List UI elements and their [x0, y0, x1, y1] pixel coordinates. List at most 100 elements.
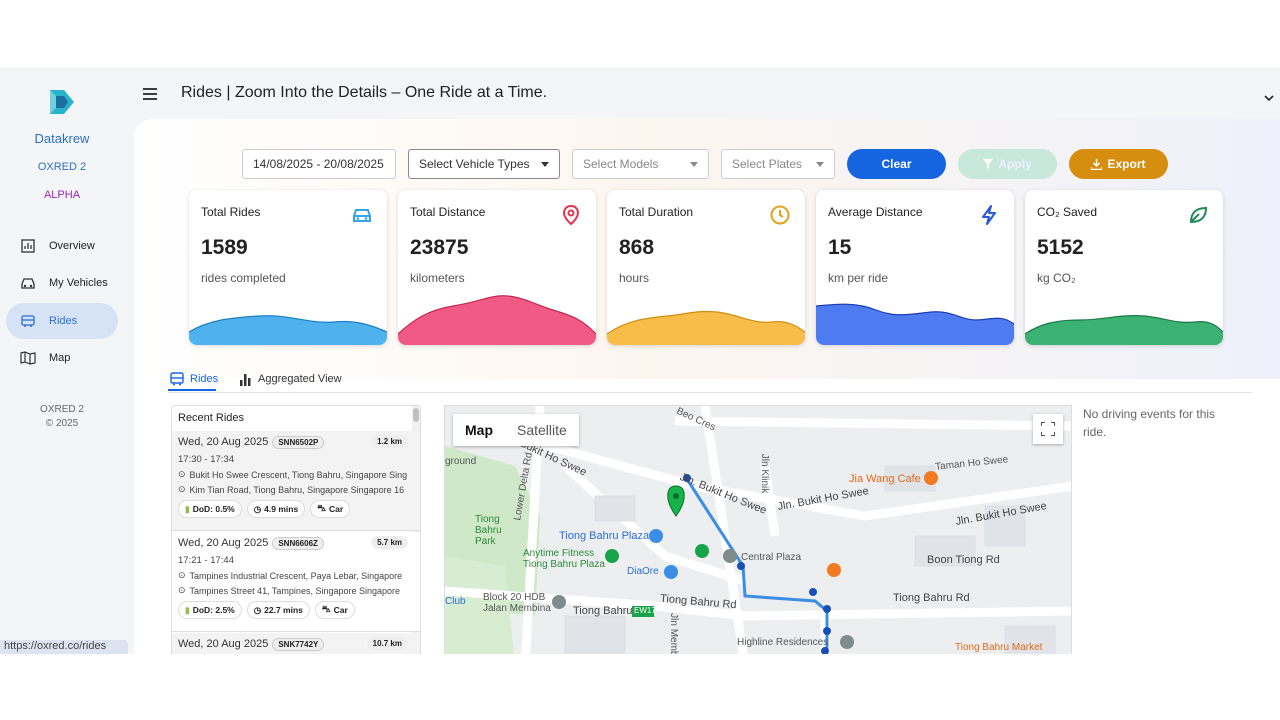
map-canvas [445, 406, 1071, 654]
kpi-value: 23875 [410, 236, 469, 259]
fullscreen-button[interactable] [1033, 414, 1063, 444]
destination-address: Tampines Street 41, Tampines, Singapore … [189, 585, 401, 596]
bus-icon [170, 372, 184, 386]
sidebar-item-label: Map [49, 352, 71, 364]
location-pin-icon [562, 204, 580, 226]
ride-time: 17:21 - 17:44 [178, 555, 234, 566]
sidebar-item-label: My Vehicles [49, 277, 108, 289]
kpi-unit: kilometers [410, 271, 465, 285]
brand-name: Datakrew [34, 131, 90, 146]
kpi-card-total-duration: Total Duration 868 hours [607, 190, 805, 345]
ride-date: Wed, 20 Aug 2025 [178, 436, 269, 448]
battery-icon: ▮ [185, 604, 190, 615]
ride-date: Wed, 20 Aug 2025 [178, 537, 269, 549]
dod-chip: ▮ DoD: 2.5% [178, 601, 242, 619]
plates-select[interactable]: Select Plates [721, 149, 835, 179]
kpi-title: Average Distance [828, 205, 923, 219]
pin-icon: ⊙ [178, 585, 186, 595]
clear-label: Clear [881, 157, 912, 171]
duration-chip: ◷ 4.9 mins [246, 500, 306, 518]
lightning-icon [982, 205, 996, 225]
sidebar-item-overview[interactable]: Overview [6, 228, 118, 264]
origin-address: Bukit Ho Swee Crescent, Tiong Bahru, Sin… [189, 469, 408, 480]
kpi-sparkline [1025, 315, 1223, 345]
vehicle-type-chip: ⛍ Car [314, 601, 355, 619]
kpi-unit: km per ride [828, 271, 889, 285]
ride-map[interactable]: Beo Cres Jln. Bukit Ho Swee Jln. Bukit H… [444, 405, 1072, 654]
sidebar-item-label: Rides [49, 315, 78, 327]
caret-down-icon [541, 162, 549, 167]
vehicle-type: Car [333, 605, 348, 615]
map-label: Jln Membina [667, 613, 679, 654]
sidebar-item-my-vehicles[interactable]: My Vehicles [6, 265, 118, 301]
models-select[interactable]: Select Models [572, 149, 709, 179]
vehicle-types-placeholder: Select Vehicle Types [419, 157, 530, 171]
vehicle-types-select[interactable]: Select Vehicle Types [408, 149, 560, 179]
kpi-card-total-distance: Total Distance 23875 kilometers [398, 190, 596, 345]
app-frame: Datakrew OXRED 2 ALPHA Overview My Vehic… [0, 67, 1280, 654]
chart-icon [20, 238, 36, 254]
apply-button[interactable]: Apply [958, 149, 1057, 179]
clock-icon [770, 205, 790, 225]
map-type-map-button[interactable]: Map [465, 422, 493, 438]
kpi-card-total-rides: Total Rides 1589 rides completed [189, 190, 387, 345]
caret-down-icon [816, 162, 824, 167]
kpi-title: CO₂ Saved [1037, 205, 1098, 219]
pin-icon: ⊙ [178, 469, 186, 479]
models-placeholder: Select Models [583, 157, 659, 171]
plates-placeholder: Select Plates [732, 157, 803, 171]
map-type-satellite-button[interactable]: Satellite [517, 422, 567, 438]
ride-item[interactable]: Wed, 20 Aug 2025 SNK7742Y 10.7 km [172, 633, 420, 654]
kpi-sparkline [398, 295, 596, 345]
ride-item[interactable]: Wed, 20 Aug 2025 SNN6606Z 5.7 km 17:21 - … [172, 532, 420, 632]
tab-rides[interactable]: Rides [170, 367, 218, 391]
kpi-card-average-distance: Average Distance 15 km per ride [816, 190, 1014, 345]
recent-rides-panel: Recent Rides Wed, 20 Aug 2025 SNN6502P 1.… [171, 405, 421, 654]
date-range-picker[interactable]: 14/08/2025 - 20/08/2025 [242, 149, 396, 179]
map-label: Jln Klinik [759, 453, 771, 494]
map-label: ground [445, 456, 477, 467]
ride-item[interactable]: Wed, 20 Aug 2025 SNN6502P 1.2 km 17:30 - … [172, 431, 420, 531]
ride-time: 17:30 - 17:34 [178, 454, 234, 465]
map-label: Tiong Bahru Plaza [559, 530, 650, 542]
kpi-value: 1589 [201, 236, 248, 259]
sidebar-item-rides[interactable]: Rides [6, 303, 118, 339]
menu-icon[interactable] [143, 87, 157, 105]
duration-value: 4.9 mins [264, 504, 299, 514]
kpi-title: Total Duration [619, 205, 694, 219]
ride-distance: 10.7 km [366, 637, 408, 650]
sidebar: Datakrew OXRED 2 ALPHA Overview My Vehic… [0, 67, 134, 654]
map-label: Block 20 HDB Jalan Membina [483, 592, 551, 614]
destination-address: Kim Tian Road, Tiong Bahru, Singapore Si… [189, 484, 405, 495]
pin-icon: ⊙ [178, 570, 186, 580]
tab-label: Aggregated View [258, 373, 342, 385]
filter-icon [983, 159, 994, 169]
battery-icon: ▮ [185, 503, 190, 514]
kpi-sparkline [607, 310, 805, 345]
page-title: Rides | Zoom Into the Details – One Ride… [181, 84, 548, 101]
chevron-down-icon[interactable] [1264, 89, 1274, 107]
map-label: Highline Residences [737, 637, 829, 648]
tab-aggregated-view[interactable]: Aggregated View [239, 367, 342, 391]
kpi-sparkline [189, 315, 387, 345]
kpi-card-co2-saved: CO₂ Saved 5152 kg CO₂ [1025, 190, 1223, 345]
tab-divider [168, 392, 1252, 393]
status-url: https://oxred.co/rides [0, 640, 128, 654]
map-label: Tiong Bahru Park [475, 514, 502, 547]
sidebar-item-map[interactable]: Map [6, 340, 118, 376]
dod-value: DoD: 2.5% [192, 605, 235, 615]
tab-indicator [168, 389, 216, 391]
bar-chart-icon [240, 373, 251, 386]
kpi-value: 5152 [1037, 236, 1084, 259]
car-icon [353, 209, 371, 222]
kpi-title: Total Rides [201, 205, 261, 219]
ride-date: Wed, 20 Aug 2025 [178, 638, 269, 650]
export-button[interactable]: Export [1069, 149, 1168, 179]
car-icon [20, 275, 36, 291]
map-label: Tiong Bahru Market [955, 642, 1043, 653]
datakrew-logo[interactable] [46, 86, 78, 118]
clear-button[interactable]: Clear [847, 149, 946, 179]
map-label: Tiong Bahru Rd [893, 592, 970, 604]
main-content: 14/08/2025 - 20/08/2025 Select Vehicle T… [134, 119, 1280, 654]
map-label: Anytime Fitness Tiong Bahru Plaza [523, 548, 605, 570]
